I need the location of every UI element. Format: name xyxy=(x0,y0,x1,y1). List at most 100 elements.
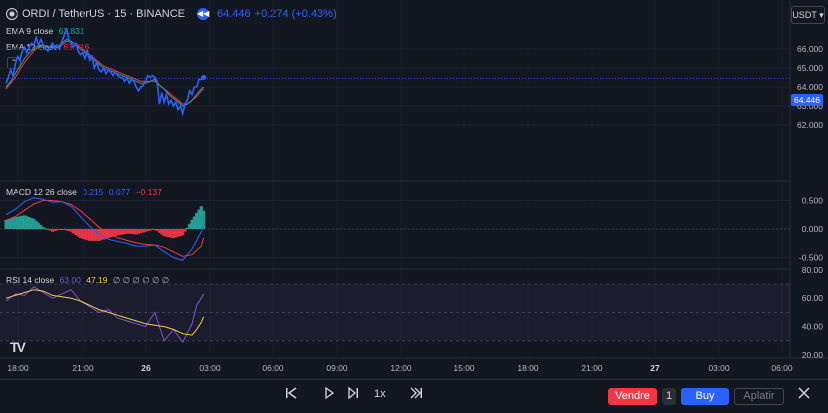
current-price-tag: 64.446 xyxy=(791,94,823,106)
macd-histogram-bar xyxy=(81,229,85,239)
ema9-legend[interactable]: EMA 9 close 63.831 xyxy=(6,26,88,36)
macd-histogram-bar xyxy=(127,229,131,234)
macd-histogram-bar xyxy=(48,229,52,231)
macd-histogram-bar xyxy=(150,229,155,230)
macd-histogram-bar xyxy=(116,229,120,236)
price-axis-label: 64.000 xyxy=(797,82,823,92)
currency-selector[interactable]: USDT ▾ xyxy=(791,6,825,24)
macd-histogram-bar xyxy=(64,229,69,231)
price-axis-label: 65.000 xyxy=(797,63,823,73)
time-axis-label: 21:00 xyxy=(72,363,94,373)
macd-value-2: 0.077 xyxy=(108,187,131,197)
macd-histogram-bar xyxy=(160,229,164,235)
symbol-title[interactable]: ORDI / TetherUS · 15 · BINANCE xyxy=(22,8,186,20)
macd-histogram-bar xyxy=(192,216,196,229)
rsi-legend[interactable]: RSI 14 close 63.00 47.19 ∅ ∅ ∅ ∅ ∅ ∅ xyxy=(6,275,172,286)
rsi-axis-label: 80.00 xyxy=(802,265,824,275)
macd-histogram-bar xyxy=(120,229,124,235)
macd-histogram-bar xyxy=(129,229,134,235)
series-rsi-ma xyxy=(5,289,205,336)
buy-button[interactable]: Buy xyxy=(681,388,729,405)
price-change: +0.274 (+0.43%) xyxy=(254,8,337,20)
macd-histogram-bar xyxy=(53,229,57,232)
play-icon[interactable] xyxy=(322,386,336,403)
macd-histogram-bar xyxy=(13,217,17,229)
macd-value-3: −0.137 xyxy=(135,187,162,197)
macd-histogram-bar xyxy=(20,215,24,229)
ema9-label: EMA 9 close xyxy=(6,26,54,36)
macd-histogram-bar xyxy=(50,229,55,232)
macd-histogram-bar xyxy=(125,229,129,234)
macd-axis-label: 0.500 xyxy=(802,196,824,206)
rsi-label: RSI 14 close xyxy=(6,275,55,285)
macd-histogram-bar xyxy=(183,229,187,232)
macd-histogram-bar xyxy=(55,229,59,231)
ema12-label: EMA 12 close xyxy=(6,42,58,52)
macd-histogram-bar xyxy=(6,219,10,229)
macd-histogram-bar xyxy=(71,229,76,234)
macd-histogram-bar xyxy=(4,219,8,229)
last-price-dot xyxy=(201,75,207,80)
close-icon[interactable] xyxy=(797,386,811,403)
rsi-axis-label: 60.00 xyxy=(802,293,824,303)
macd-histogram-bar xyxy=(157,229,162,233)
macd-axis-label: 0.000 xyxy=(802,224,824,234)
replay-speed[interactable]: 1x xyxy=(374,388,386,400)
macd-histogram-bar xyxy=(164,229,169,237)
jump-to-realtime-icon[interactable] xyxy=(409,386,423,403)
macd-histogram-bar xyxy=(99,229,103,241)
chart-canvas[interactable]: 66.000 65.000 64.000 63.000 62.000 0.500 0.000… xyxy=(0,0,828,379)
macd-histogram-bar xyxy=(27,217,31,229)
macd-histogram-bar xyxy=(153,229,157,230)
time-axis-label: 06:00 xyxy=(771,363,793,373)
macd-histogram-bar xyxy=(178,229,182,237)
macd-histogram-bar xyxy=(11,217,15,229)
macd-histogram-bar xyxy=(174,229,178,238)
macd-histogram-bar xyxy=(132,229,136,235)
macd-histogram-bar xyxy=(190,219,194,229)
sell-button[interactable]: Vendre xyxy=(608,388,657,405)
last-price: 64.446 xyxy=(217,8,251,20)
macd-histogram-bar xyxy=(139,229,143,234)
macd-histogram-bar xyxy=(95,229,99,241)
series-macd xyxy=(5,197,205,261)
macd-histogram-bar xyxy=(36,223,41,229)
macd-histogram-bar xyxy=(134,229,138,235)
macd-histogram-bar xyxy=(90,229,94,241)
macd-histogram-bar xyxy=(199,206,203,229)
time-axis-label: 15:00 xyxy=(453,363,475,373)
jump-to-start-icon[interactable] xyxy=(284,386,298,403)
macd-histogram-bar xyxy=(141,229,145,233)
macd-histogram-bar xyxy=(83,229,87,240)
macd-histogram-bar xyxy=(109,229,113,238)
macd-histogram-bar xyxy=(197,209,201,229)
macd-histogram-bar xyxy=(171,229,175,239)
macd-histogram-bar xyxy=(104,229,108,239)
flatten-button[interactable]: Aplatir xyxy=(734,388,784,405)
step-forward-icon[interactable] xyxy=(346,386,360,403)
macd-histogram-bar xyxy=(113,229,117,237)
quantity-field[interactable]: 1 xyxy=(662,388,676,405)
macd-legend[interactable]: MACD 12 26 close 0.215 0.077 −0.137 xyxy=(6,187,165,197)
macd-histogram-bar xyxy=(57,229,62,230)
macd-histogram-bar xyxy=(16,216,20,229)
macd-histogram-bar xyxy=(62,229,66,230)
rsi-axis-label: 40.00 xyxy=(802,322,824,332)
time-axis-label: 03:00 xyxy=(199,363,221,373)
macd-histogram-bar xyxy=(69,229,73,232)
macd-histogram-bar xyxy=(43,228,48,230)
price-axis-label: 62.000 xyxy=(797,120,823,130)
macd-histogram-bar xyxy=(185,227,189,229)
macd-value-1: 0.215 xyxy=(82,187,104,197)
rsi-band xyxy=(0,284,790,341)
macd-histogram-bar xyxy=(202,210,206,229)
replay-back-icon[interactable]: ◀◀ xyxy=(197,8,210,20)
time-axis-label: 09:00 xyxy=(326,363,348,373)
macd-histogram-bar xyxy=(60,229,64,230)
series-price xyxy=(5,27,205,117)
macd-histogram-bar xyxy=(25,216,29,229)
macd-axis-label: -0.500 xyxy=(799,253,823,263)
macd-histogram-bar xyxy=(32,218,36,229)
currency-label: USDT xyxy=(792,10,817,20)
